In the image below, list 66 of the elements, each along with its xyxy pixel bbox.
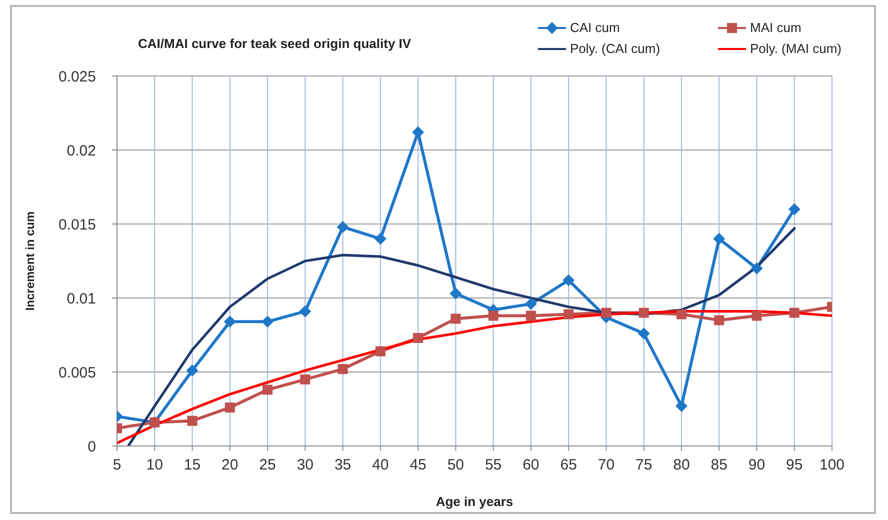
x-tick-label: 75: [636, 456, 652, 474]
point: [262, 384, 273, 395]
y-tick-label: 0.005: [58, 364, 96, 382]
point: [676, 309, 686, 320]
x-tick-label: 45: [410, 456, 426, 474]
x-tick-label: 100: [819, 456, 845, 474]
point: [714, 315, 724, 326]
x-tick-label: 25: [259, 456, 276, 474]
x-tick-label: 55: [484, 456, 502, 474]
point: [450, 288, 462, 300]
point: [564, 309, 574, 320]
x-tick-label: 50: [447, 456, 464, 474]
y-tick-label: 0.02: [66, 142, 96, 160]
x-tick-label: 85: [710, 456, 728, 474]
y-tick-label: 0.01: [66, 290, 96, 308]
point: [186, 364, 198, 377]
x-axis-title: Age in years: [434, 494, 514, 509]
point: [750, 262, 763, 274]
point: [788, 203, 800, 216]
legend-label: MAI cum: [750, 20, 802, 35]
x-tick-label: 40: [372, 456, 389, 474]
x-tick-label: 65: [560, 456, 577, 474]
point: [374, 232, 386, 245]
point: [488, 310, 498, 321]
point: [638, 328, 650, 340]
point: [300, 374, 310, 384]
y-tick-label: 0.025: [58, 68, 96, 86]
x-tick-label: 15: [184, 456, 201, 474]
x-tick-label: 10: [146, 456, 163, 474]
point: [299, 305, 312, 318]
y-tick-label: 0.015: [58, 216, 96, 234]
x-tick-label: 80: [673, 456, 690, 474]
point: [338, 364, 348, 374]
point: [224, 316, 236, 328]
point: [412, 126, 424, 138]
x-tick-label: 90: [748, 456, 766, 474]
point: [524, 298, 537, 310]
x-tick-label: 35: [334, 456, 352, 474]
point: [638, 308, 649, 318]
point: [187, 416, 198, 426]
point: [375, 346, 386, 356]
x-tick-label: 70: [598, 456, 615, 474]
point: [752, 310, 762, 321]
point: [601, 308, 612, 318]
point: [413, 332, 424, 343]
point: [450, 314, 461, 324]
x-tick-label: 30: [296, 456, 314, 474]
x-tick-label: 5: [112, 456, 122, 474]
x-tick-label: 95: [786, 456, 803, 474]
point: [675, 400, 688, 412]
point: [562, 274, 575, 286]
point: [789, 308, 800, 318]
x-tick-label: 60: [522, 456, 540, 474]
point: [713, 232, 726, 245]
legend-label: Poly. (CAI cum): [570, 41, 660, 56]
point: [526, 310, 536, 321]
point: [224, 402, 235, 413]
y-tick-label: 0: [88, 438, 96, 456]
point: [262, 316, 274, 328]
point: [336, 220, 349, 233]
x-tick-label: 20: [222, 456, 238, 474]
legend-label: Poly. (MAI cum): [750, 41, 842, 56]
chart-title: CAI/MAI curve for teak seed origin quality IV: [138, 36, 412, 51]
y-axis-title: Increment in cum: [23, 211, 37, 311]
legend-label: CAI cum: [570, 20, 620, 35]
line-series: [126, 227, 796, 446]
